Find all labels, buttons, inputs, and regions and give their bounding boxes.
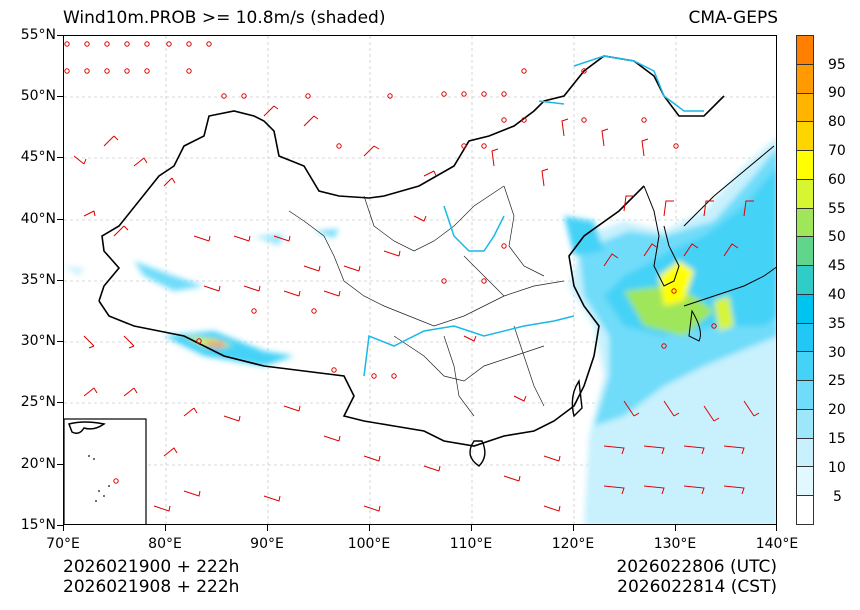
colorbar-segment <box>797 36 813 65</box>
colorbar-segment <box>797 93 813 123</box>
x-tick-label: 140°E <box>755 536 799 552</box>
colorbar-label: 50 <box>828 229 846 245</box>
colorbar-label: 70 <box>828 143 846 159</box>
valid-time-block: 2026022806 (UTC) 2026022814 (CST) <box>616 557 777 597</box>
colorbar-segment <box>797 496 813 525</box>
colorbar-segment <box>797 237 813 267</box>
colorbar-segment <box>797 323 813 353</box>
init-time-cst: 2026021908 + 222h <box>63 577 240 597</box>
x-tick-label: 120°E <box>551 536 595 552</box>
south-china-sea-inset <box>64 418 147 524</box>
colorbar-label: 25 <box>828 373 846 389</box>
y-tick-label: 35°N <box>20 272 56 288</box>
colorbar-segment <box>797 352 813 382</box>
valid-time-cst: 2026022814 (CST) <box>617 577 777 597</box>
x-tick-label: 110°E <box>449 536 493 552</box>
init-time-utc: 2026021900 + 222h <box>63 557 240 577</box>
colorbar-label: 60 <box>828 172 846 188</box>
x-tick-label: 130°E <box>653 536 697 552</box>
colorbar-segment <box>797 208 813 238</box>
probability-shading <box>64 137 776 524</box>
colorbar-label: 15 <box>828 431 846 447</box>
colorbar-segment <box>797 294 813 324</box>
colorbar-label: 20 <box>828 402 846 418</box>
colorbar-segment <box>797 438 813 468</box>
y-tick-label: 25°N <box>20 394 56 410</box>
colorbar-label: 80 <box>828 114 846 130</box>
map-canvas <box>64 36 776 524</box>
colorbar-segment <box>797 266 813 295</box>
colorbar-segment <box>797 64 813 94</box>
x-tick-label: 100°E <box>347 536 391 552</box>
y-tick-label: 30°N <box>20 333 56 349</box>
chart-title: Wind10m.PROB >= 10.8m/s (shaded) <box>63 8 386 28</box>
colorbar-label: 55 <box>828 201 846 217</box>
valid-time-utc: 2026022806 (UTC) <box>616 557 777 577</box>
x-tick-label: 70°E <box>46 536 80 552</box>
y-tick-label: 55°N <box>20 27 56 43</box>
x-tick-label: 80°E <box>148 536 182 552</box>
province-borders <box>288 185 565 417</box>
y-tick-label: 15°N <box>20 517 56 533</box>
colorbar-label: 10 <box>828 460 846 476</box>
map-plot-area <box>63 35 777 525</box>
y-tick-label: 45°N <box>20 149 56 165</box>
colorbar-segment <box>797 409 813 439</box>
colorbar-label: 95 <box>828 57 846 73</box>
model-source-label: CMA-GEPS <box>688 8 778 28</box>
colorbar-label: 45 <box>828 258 846 274</box>
coastlines <box>469 145 776 467</box>
y-tick-label: 20°N <box>20 456 56 472</box>
colorbar-label: 5 <box>833 489 842 505</box>
colorbar-segment <box>797 151 813 180</box>
colorbar-segment <box>797 122 813 152</box>
y-tick-label: 40°N <box>20 211 56 227</box>
y-tick-label: 50°N <box>20 88 56 104</box>
x-tick-label: 90°E <box>250 536 284 552</box>
colorbar-segment <box>797 179 813 209</box>
colorbar <box>796 35 814 525</box>
colorbar-segment <box>797 381 813 410</box>
colorbar-segment <box>797 467 813 497</box>
colorbar-label: 30 <box>828 345 846 361</box>
country-borders <box>98 55 725 447</box>
colorbar-label: 90 <box>828 85 846 101</box>
colorbar-label: 40 <box>828 287 846 303</box>
rivers <box>363 55 704 377</box>
init-time-block: 2026021900 + 222h 2026021908 + 222h <box>63 557 239 597</box>
colorbar-label: 35 <box>828 316 846 332</box>
wind-barbs <box>64 41 760 512</box>
